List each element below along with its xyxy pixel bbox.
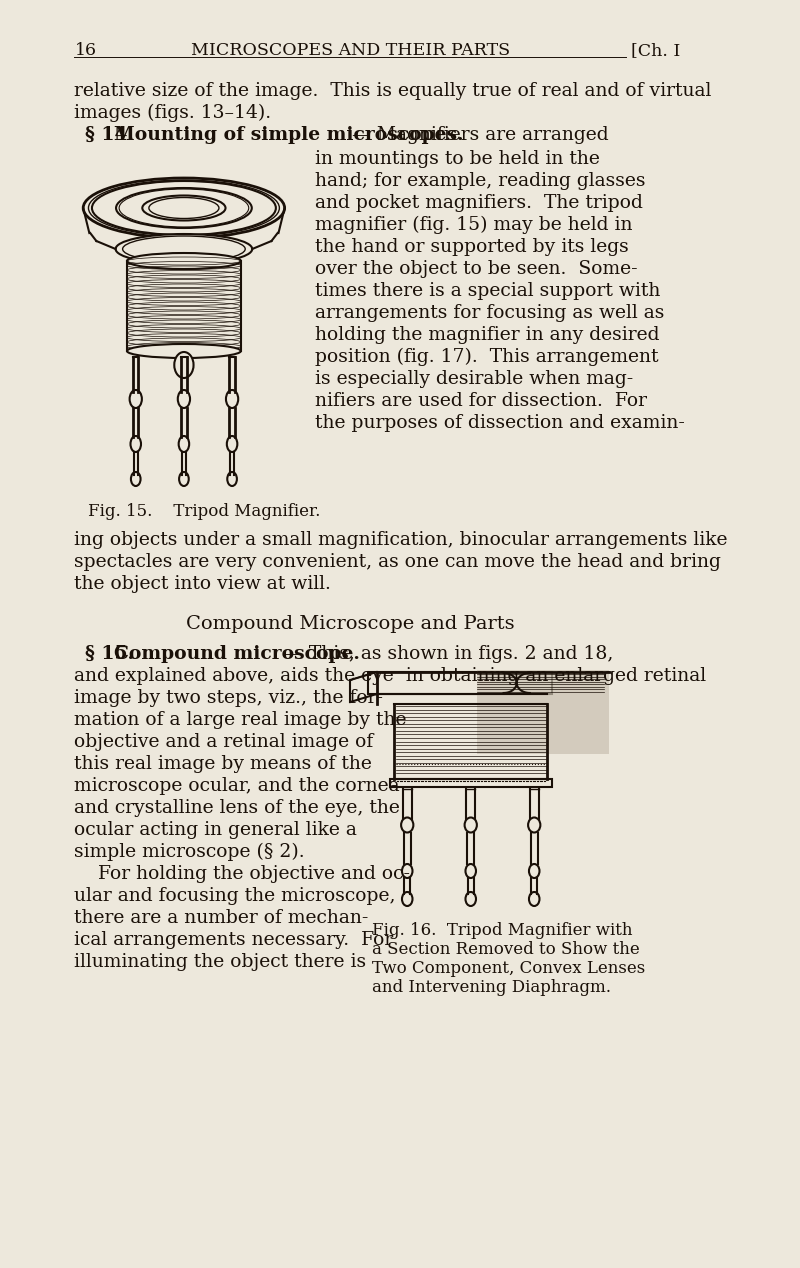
Ellipse shape [465,818,477,833]
Text: Fig. 16.  Tripod Magnifier with: Fig. 16. Tripod Magnifier with [372,922,633,940]
Text: ical arrangements necessary.  For: ical arrangements necessary. For [74,931,394,948]
Ellipse shape [131,472,141,486]
Text: the hand or supported by its legs: the hand or supported by its legs [315,238,629,256]
Text: magnifier (fig. 15) may be held in: magnifier (fig. 15) may be held in [315,216,633,235]
Ellipse shape [227,472,237,486]
Text: 16: 16 [74,42,97,60]
Ellipse shape [174,353,194,378]
Ellipse shape [227,436,238,451]
Text: — This, as shown in figs. 2 and 18,: — This, as shown in figs. 2 and 18, [278,645,613,663]
Text: relative size of the image.  This is equally true of real and of virtual: relative size of the image. This is equa… [74,82,712,100]
Text: mation of a large real image by the: mation of a large real image by the [74,711,407,729]
Text: is especially desirable when mag-: is especially desirable when mag- [315,370,634,388]
Text: [Ch. I: [Ch. I [630,42,680,60]
Text: ular and focusing the microscope,: ular and focusing the microscope, [74,888,396,905]
Ellipse shape [127,344,241,358]
Ellipse shape [178,391,190,408]
Text: the purposes of dissection and examin-: the purposes of dissection and examin- [315,413,685,432]
Text: and explained above, aids the eye  in obtaining an enlarged retinal: and explained above, aids the eye in obt… [74,667,706,685]
Text: For holding the objective and oc-: For holding the objective and oc- [74,865,410,883]
Ellipse shape [529,864,539,877]
Text: Fig. 15.    Tripod Magnifier.: Fig. 15. Tripod Magnifier. [87,503,320,520]
Text: image by two steps, viz., the for-: image by two steps, viz., the for- [74,689,383,708]
Text: § 14.: § 14. [85,126,134,145]
Text: the object into view at will.: the object into view at will. [74,574,331,593]
Text: over the object to be seen.  Some-: over the object to be seen. Some- [315,260,638,278]
Text: Compound Microscope and Parts: Compound Microscope and Parts [186,615,514,633]
Ellipse shape [92,181,276,235]
Ellipse shape [130,436,141,451]
Text: and pocket magnifiers.  The tripod: and pocket magnifiers. The tripod [315,194,643,212]
Text: holding the magnifier in any desired: holding the magnifier in any desired [315,326,660,344]
Ellipse shape [529,891,539,907]
Ellipse shape [466,864,476,877]
Bar [368,672,552,694]
Ellipse shape [401,818,414,833]
Text: images (figs. 13–14).: images (figs. 13–14). [74,104,271,122]
Ellipse shape [127,254,241,269]
Text: a Section Removed to Show the: a Section Removed to Show the [372,941,640,959]
Text: — Magnifiers are arranged: — Magnifiers are arranged [346,126,609,145]
Text: Mounting of simple microscopes.: Mounting of simple microscopes. [114,126,463,145]
Text: objective and a retinal image of: objective and a retinal image of [74,733,374,751]
Ellipse shape [130,391,142,408]
Text: times there is a special support with: times there is a special support with [315,281,661,301]
Bar [390,779,552,787]
Ellipse shape [142,195,226,221]
Text: illuminating the object there is: illuminating the object there is [74,954,366,971]
Text: this real image by means of the: this real image by means of the [74,754,372,773]
Text: simple microscope (§ 2).: simple microscope (§ 2). [74,843,305,861]
Text: microscope ocular, and the cornea: microscope ocular, and the cornea [74,777,400,795]
Bar [478,670,609,754]
Text: § 15.: § 15. [85,645,134,663]
Ellipse shape [402,864,413,877]
Ellipse shape [528,818,540,833]
Text: and crystalline lens of the eye, the: and crystalline lens of the eye, the [74,799,400,817]
Ellipse shape [179,472,189,486]
Text: in mountings to be held in the: in mountings to be held in the [315,150,600,167]
Text: MICROSCOPES AND THEIR PARTS: MICROSCOPES AND THEIR PARTS [190,42,510,60]
Text: Two Component, Convex Lenses: Two Component, Convex Lenses [372,960,646,978]
Text: arrangements for focusing as well as: arrangements for focusing as well as [315,304,665,322]
Text: ocular acting in general like a: ocular acting in general like a [74,820,358,839]
Ellipse shape [116,235,252,264]
Text: position (fig. 17).  This arrangement: position (fig. 17). This arrangement [315,347,658,366]
Text: hand; for example, reading glasses: hand; for example, reading glasses [315,172,646,190]
Text: and Intervening Diaphragm.: and Intervening Diaphragm. [372,979,611,995]
Text: ing objects under a small magnification, binocular arrangements like: ing objects under a small magnification,… [74,531,728,549]
Ellipse shape [402,891,413,907]
Text: nifiers are used for dissection.  For: nifiers are used for dissection. For [315,392,647,410]
Text: there are a number of mechan-: there are a number of mechan- [74,909,369,927]
Ellipse shape [466,891,476,907]
Ellipse shape [226,391,238,408]
Text: spectacles are very convenient, as one can move the head and bring: spectacles are very convenient, as one c… [74,553,722,571]
Text: Compound microscope.: Compound microscope. [114,645,360,663]
Ellipse shape [178,436,189,451]
